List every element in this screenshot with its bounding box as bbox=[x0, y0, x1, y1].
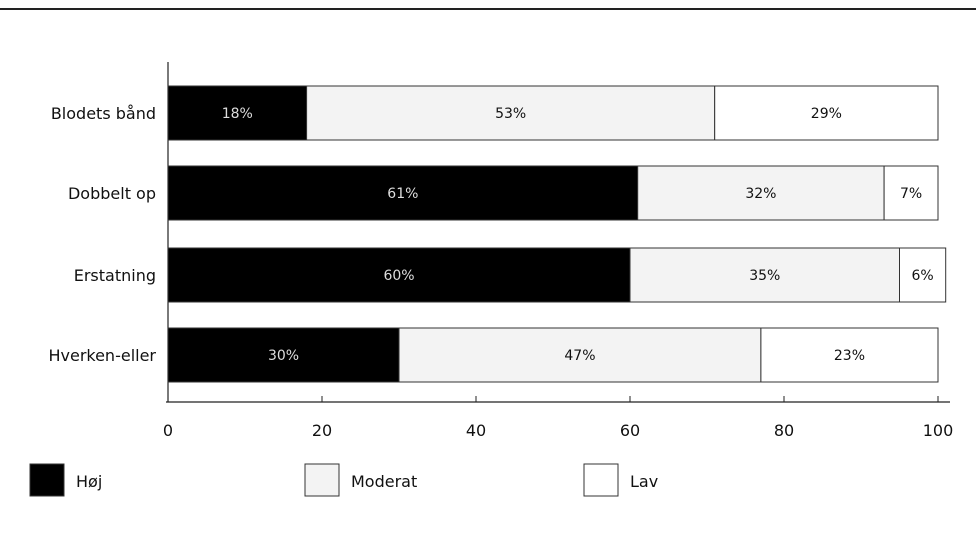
x-ticks: 0 20 40 60 80 100 bbox=[163, 396, 953, 440]
bar-segment-moderat bbox=[629, 247, 900, 303]
category-label: Blodets bånd bbox=[51, 104, 156, 123]
bar-segment-lav bbox=[883, 165, 939, 221]
category-label: Erstatning bbox=[74, 266, 156, 285]
x-tick-label: 0 bbox=[163, 421, 173, 440]
legend-label: Lav bbox=[630, 472, 658, 491]
legend-swatch-lav bbox=[583, 463, 619, 497]
bar-segment-moderat bbox=[637, 165, 885, 221]
bar-segment-lav bbox=[899, 247, 947, 303]
legend: Høj Moderat Lav bbox=[29, 463, 658, 497]
segment-value-label: 6% bbox=[911, 268, 933, 284]
segment-value-label: 29% bbox=[811, 106, 842, 122]
x-tick-label: 80 bbox=[774, 421, 794, 440]
category-label: Hverken-eller bbox=[48, 346, 156, 365]
category-labels: Blodets bånd Dobbelt op Erstatning Hverken-… bbox=[48, 104, 156, 365]
legend-swatch-høj bbox=[29, 463, 65, 497]
legend-label: Moderat bbox=[351, 472, 417, 491]
top-rule bbox=[0, 8, 976, 10]
legend-swatch-moderat bbox=[304, 463, 340, 497]
bar-segment-høj bbox=[167, 85, 308, 141]
segment-value-label: 61% bbox=[387, 186, 418, 202]
bar-segment-lav bbox=[760, 327, 939, 383]
segment-value-label: 18% bbox=[222, 106, 253, 122]
bar-segment-lav bbox=[714, 85, 939, 141]
x-tick-label: 100 bbox=[923, 421, 954, 440]
segment-value-label: 30% bbox=[268, 348, 299, 364]
segment-value-label: 60% bbox=[383, 268, 414, 284]
segment-value-label: 23% bbox=[834, 348, 865, 364]
segment-value-label: 53% bbox=[495, 106, 526, 122]
x-tick-label: 60 bbox=[620, 421, 640, 440]
category-label: Dobbelt op bbox=[68, 184, 156, 203]
bar-segment-moderat bbox=[398, 327, 762, 383]
x-tick-label: 20 bbox=[312, 421, 332, 440]
bars: 18% 53% 29% 61% 32% 7% 60% 35% 6% 30% 47% 23% bbox=[167, 85, 947, 383]
bar-segment-høj bbox=[167, 247, 631, 303]
x-tick-label: 40 bbox=[466, 421, 486, 440]
bar-segment-høj bbox=[167, 165, 639, 221]
segment-value-label: 47% bbox=[564, 348, 595, 364]
segment-value-label: 32% bbox=[745, 186, 776, 202]
legend-label: Høj bbox=[76, 472, 102, 491]
segment-value-label: 35% bbox=[749, 268, 780, 284]
segment-value-label: 7% bbox=[900, 186, 922, 202]
